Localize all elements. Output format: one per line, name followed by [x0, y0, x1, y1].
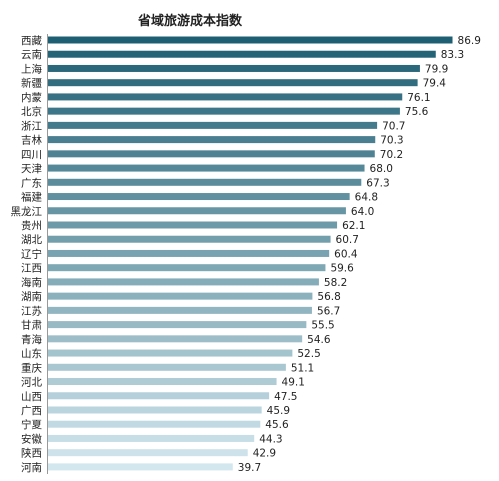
value-label: 60.4 — [334, 248, 358, 260]
value-label: 59.6 — [330, 263, 354, 275]
category-label: 湖北 — [21, 234, 42, 246]
category-label: 山西 — [21, 391, 42, 403]
category-label: 黑龙江 — [11, 205, 43, 218]
value-label: 67.3 — [366, 177, 389, 189]
bar — [48, 278, 319, 286]
category-label: 上海 — [21, 62, 42, 75]
category-label: 贵州 — [21, 219, 42, 232]
category-label: 四川 — [21, 149, 42, 161]
category-label: 江西 — [21, 263, 42, 275]
bar — [48, 150, 375, 158]
category-label: 宁夏 — [21, 418, 42, 431]
bar — [48, 392, 270, 400]
value-label: 52.5 — [297, 348, 320, 360]
value-label: 76.1 — [407, 92, 430, 104]
bar — [48, 420, 261, 428]
category-label: 北京 — [21, 105, 42, 118]
value-label: 55.5 — [311, 320, 334, 332]
value-label: 51.1 — [291, 362, 314, 374]
value-label: 60.7 — [336, 234, 359, 246]
value-label: 45.9 — [267, 405, 290, 417]
category-label: 天津 — [21, 163, 42, 175]
category-label: 河北 — [21, 377, 42, 389]
bar — [48, 434, 255, 442]
value-label: 79.4 — [423, 78, 447, 90]
value-label: 44.3 — [259, 433, 282, 445]
value-label: 70.7 — [382, 120, 405, 132]
value-label: 54.6 — [307, 334, 331, 346]
value-label: 56.8 — [317, 291, 340, 303]
category-label: 青海 — [21, 333, 42, 346]
category-label: 山东 — [21, 347, 42, 360]
category-label: 陕西 — [21, 447, 42, 460]
bar — [48, 50, 436, 58]
value-label: 45.6 — [265, 419, 289, 431]
bar — [48, 292, 313, 300]
bar — [48, 249, 330, 257]
bar — [48, 79, 418, 87]
bar — [48, 264, 326, 272]
bar — [48, 406, 262, 414]
value-label: 70.3 — [380, 135, 403, 147]
value-label: 56.7 — [317, 305, 340, 317]
bar — [48, 321, 307, 329]
category-label: 辽宁 — [21, 247, 42, 260]
bar — [48, 193, 350, 201]
category-label: 浙江 — [21, 120, 42, 132]
category-label: 内蒙 — [21, 91, 42, 104]
value-label: 58.2 — [324, 277, 347, 289]
category-label: 安徽 — [21, 432, 42, 445]
bar — [48, 378, 277, 386]
value-label: 47.5 — [274, 391, 297, 403]
bar — [48, 306, 312, 314]
bar — [48, 449, 248, 457]
bar — [48, 235, 331, 243]
bar — [48, 335, 303, 343]
bar — [48, 363, 286, 371]
category-label: 河南 — [21, 461, 42, 474]
category-label: 云南 — [21, 48, 42, 61]
value-label: 79.9 — [425, 63, 448, 75]
value-label: 42.9 — [253, 448, 276, 460]
category-label: 海南 — [21, 276, 42, 289]
bar — [48, 64, 420, 72]
category-label: 广东 — [21, 176, 42, 189]
category-label: 福建 — [21, 191, 42, 204]
bar — [48, 136, 376, 144]
value-label: 83.3 — [441, 49, 464, 61]
value-label: 75.6 — [405, 106, 429, 118]
category-label: 吉林 — [21, 134, 42, 147]
chart-title: 省域旅游成本指数 — [137, 14, 242, 29]
bar — [48, 349, 293, 357]
bar — [48, 121, 378, 129]
value-label: 70.2 — [380, 149, 403, 161]
category-label: 新疆 — [21, 77, 42, 90]
bar — [48, 164, 365, 172]
category-label: 广西 — [21, 405, 42, 417]
bar — [48, 36, 453, 44]
category-label: 重庆 — [21, 361, 42, 374]
bar — [48, 178, 362, 186]
bar — [48, 463, 233, 471]
bar — [48, 207, 346, 215]
value-label: 39.7 — [238, 462, 261, 474]
value-label: 64.0 — [351, 206, 374, 218]
category-label: 江苏 — [21, 304, 42, 317]
value-label: 68.0 — [370, 163, 393, 175]
category-label: 西藏 — [21, 35, 42, 47]
category-label: 湖南 — [21, 290, 42, 303]
value-label: 64.8 — [355, 192, 378, 204]
bar — [48, 93, 403, 101]
bar — [48, 221, 338, 229]
value-label: 62.1 — [342, 220, 365, 232]
value-label: 49.1 — [282, 377, 305, 389]
value-label: 86.9 — [458, 35, 481, 47]
bar — [48, 107, 400, 115]
category-label: 甘肃 — [21, 319, 42, 332]
